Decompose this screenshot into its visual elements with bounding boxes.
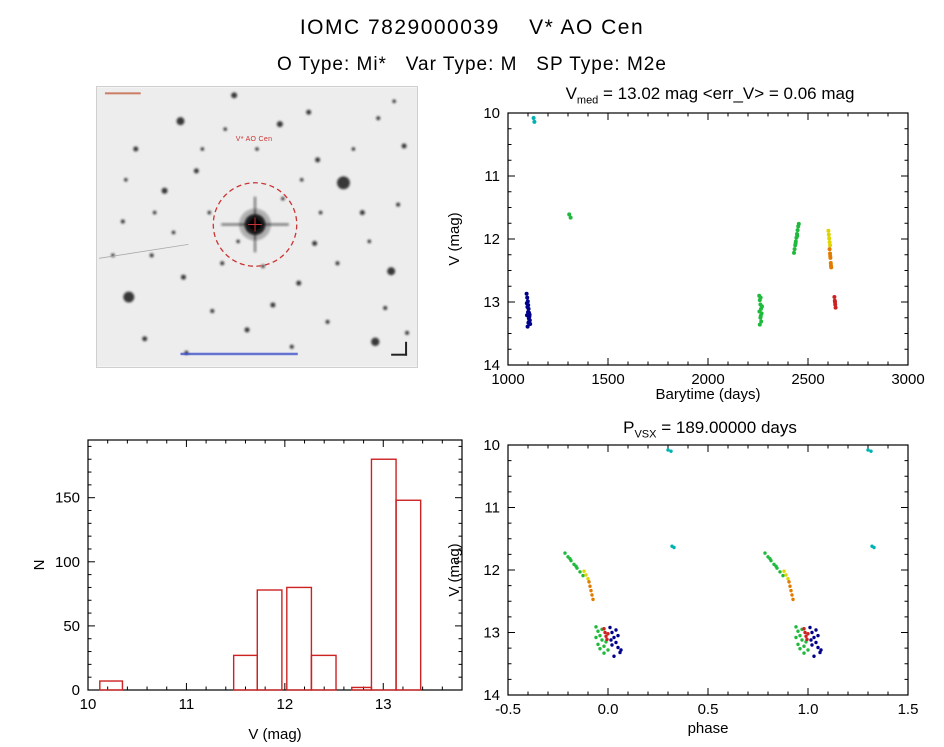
svg-text:1.5: 1.5 <box>898 701 919 718</box>
finder-chart: V* AO Cen <box>96 86 418 368</box>
svg-text:14: 14 <box>483 687 500 704</box>
svg-text:10: 10 <box>80 696 97 713</box>
series-phase-cyan <box>666 448 876 550</box>
svg-text:1500: 1500 <box>591 371 624 388</box>
lightcurve-plot: Vmed = 13.02 mag <err_V> = 0.06 mag 1000… <box>440 84 944 420</box>
svg-text:10: 10 <box>483 105 500 122</box>
histogram-bar <box>351 686 373 691</box>
svg-text:0.0: 0.0 <box>598 701 619 718</box>
axis-box <box>507 444 909 696</box>
svg-text:1.0: 1.0 <box>798 701 819 718</box>
tick-labels: 1000 1500 2000 2500 3000 10 11 12 13 14 <box>483 105 924 388</box>
svg-text:2500: 2500 <box>791 371 824 388</box>
tick-labels: -0.5 0.0 0.5 1.0 1.5 10 11 12 13 14 <box>483 437 918 718</box>
series-epoch-4-yellow <box>826 228 832 248</box>
svg-text:0.5: 0.5 <box>698 701 719 718</box>
phase-folded-plot: PVSX = 189.00000 days -0.5 0.0 0.5 1.0 1.5 10… <box>440 414 944 747</box>
phase-title: PVSX = 189.00000 days <box>623 418 797 441</box>
series-phase-orange <box>587 580 795 602</box>
svg-text:50: 50 <box>63 618 80 635</box>
svg-text:11: 11 <box>484 500 500 517</box>
axis-ticks <box>507 444 909 696</box>
phase-canvas: -0.5 0.0 0.5 1.0 1.5 10 11 12 13 14 <box>483 437 918 718</box>
svg-text:10: 10 <box>483 437 500 454</box>
svg-text:12: 12 <box>483 562 500 579</box>
axis-box <box>87 439 463 691</box>
phase-ylabel: V (mag) <box>446 543 463 597</box>
lightcurve-xlabel: Barytime (days) <box>655 386 761 403</box>
series-epoch-1-navy <box>524 291 533 329</box>
series-epoch-2-cyan <box>531 116 537 124</box>
magnitude-histogram: 10 11 12 13 0 50 100 150 N V (mag) <box>30 418 500 747</box>
histogram-bar <box>286 586 313 691</box>
svg-text:12: 12 <box>276 696 293 713</box>
svg-text:14: 14 <box>483 357 500 374</box>
lightcurve-ylabel: V (mag) <box>446 212 463 266</box>
histogram-canvas: 10 11 12 13 0 50 100 150 <box>55 439 463 713</box>
histogram-xlabel: V (mag) <box>248 726 302 743</box>
svg-text:2000: 2000 <box>691 371 724 388</box>
series-epoch-5-orange <box>827 247 834 270</box>
series-phase-red <box>602 627 810 642</box>
page-title: IOMC 7829000039 V* AO Cen <box>299 16 645 39</box>
svg-text:0: 0 <box>72 682 80 699</box>
series-phase-yellow <box>582 569 790 581</box>
histogram-bars <box>99 458 422 691</box>
phase-xlabel: phase <box>687 720 729 737</box>
series-phase-green-arc <box>563 551 785 578</box>
tick-labels: 10 11 12 13 0 50 100 150 <box>55 490 392 713</box>
series-phase-green-cluster <box>594 625 810 655</box>
page-subtitle: O Type: Mi* Var Type: M SP Type: M2e <box>277 54 667 75</box>
svg-text:3000: 3000 <box>891 371 924 388</box>
histogram-bar <box>256 589 283 691</box>
finder-target-label: V* AO Cen <box>235 136 273 143</box>
histogram-bar <box>310 654 337 691</box>
histogram-bar <box>370 458 397 691</box>
series-epoch-6-red <box>832 294 838 310</box>
histogram-bar <box>99 680 124 691</box>
axis-box <box>507 112 909 366</box>
svg-text:100: 100 <box>55 554 80 571</box>
series-phase-navy <box>608 625 823 658</box>
target-circle <box>212 182 298 267</box>
svg-text:12: 12 <box>483 231 500 248</box>
svg-text:150: 150 <box>55 490 80 507</box>
axis-ticks <box>507 112 909 366</box>
svg-text:-0.5: -0.5 <box>495 701 521 718</box>
svg-text:13: 13 <box>375 696 392 713</box>
histogram-ylabel: N <box>31 559 48 571</box>
histogram-bar <box>232 654 258 691</box>
svg-text:11: 11 <box>179 696 195 713</box>
svg-text:13: 13 <box>483 294 500 311</box>
series-epoch-3-green <box>567 212 801 327</box>
svg-text:1000: 1000 <box>491 371 524 388</box>
lightcurve-canvas: 1000 1500 2000 2500 3000 10 11 12 13 14 <box>483 105 924 388</box>
histogram-bar <box>395 499 422 691</box>
annotation-marks <box>98 92 408 356</box>
target-crosshair <box>248 217 262 232</box>
axis-ticks <box>87 440 462 691</box>
svg-text:11: 11 <box>484 168 500 185</box>
lightcurve-title: Vmed = 13.02 mag <err_V> = 0.06 mag <box>565 84 855 107</box>
finder-image <box>96 86 418 368</box>
field-stars <box>111 92 410 355</box>
svg-text:13: 13 <box>483 625 500 642</box>
